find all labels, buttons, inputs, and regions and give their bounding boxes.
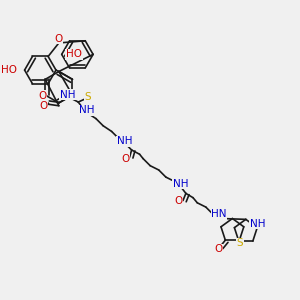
Text: S: S	[237, 238, 244, 248]
Text: NH: NH	[60, 90, 75, 100]
Text: HO: HO	[66, 50, 82, 59]
Text: NH: NH	[117, 136, 132, 146]
Text: O: O	[175, 196, 183, 206]
Text: HO: HO	[2, 65, 17, 75]
Text: O: O	[215, 244, 223, 254]
Text: O: O	[121, 154, 130, 164]
Text: NH: NH	[79, 105, 94, 115]
Text: O: O	[38, 91, 47, 101]
Text: NH: NH	[173, 179, 188, 189]
Text: O: O	[40, 101, 48, 111]
Text: HN: HN	[211, 209, 227, 219]
Text: S: S	[85, 92, 91, 102]
Text: O: O	[55, 34, 63, 44]
Text: NH: NH	[250, 219, 265, 229]
